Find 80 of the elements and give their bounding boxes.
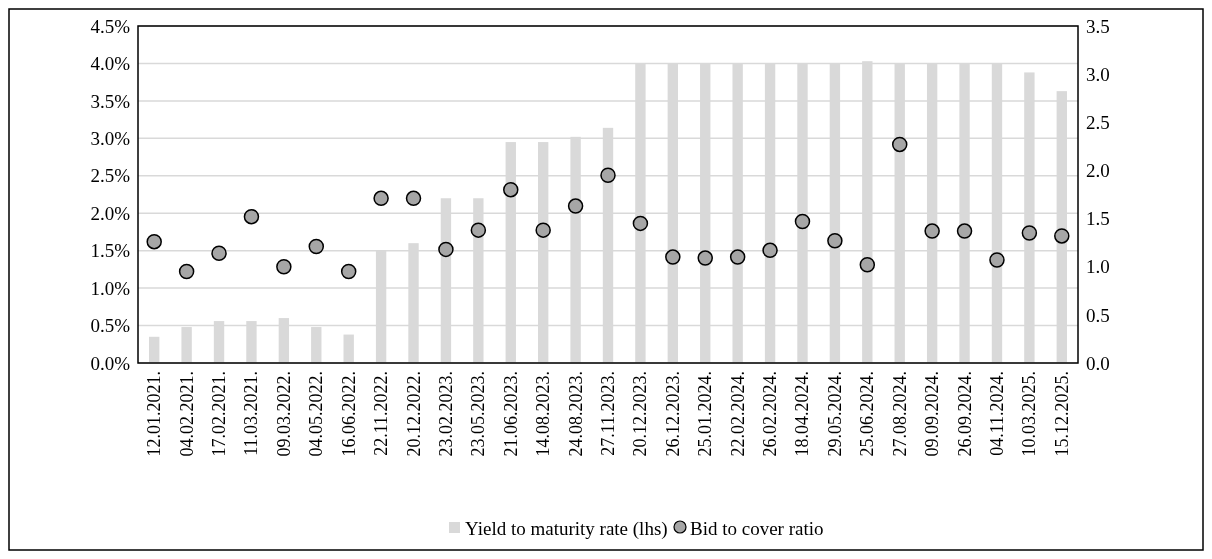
y2-tick-label: 3.5 bbox=[1086, 15, 1110, 37]
x-tick-label: 18.04.2024. bbox=[792, 371, 813, 457]
y-tick-label: 2.5% bbox=[90, 165, 131, 187]
x-tick-label: 20.12.2023. bbox=[630, 371, 651, 457]
point bbox=[1021, 225, 1038, 241]
point bbox=[729, 249, 746, 265]
point bbox=[697, 250, 713, 266]
x-tick-label: 26.02.2024. bbox=[760, 371, 781, 457]
point bbox=[600, 167, 616, 183]
point bbox=[243, 208, 260, 225]
point bbox=[470, 222, 487, 238]
point bbox=[211, 245, 227, 261]
point bbox=[665, 249, 681, 265]
x-tick-label: 26.12.2023. bbox=[662, 371, 683, 457]
point bbox=[146, 233, 162, 250]
y-tick-label: 4.5% bbox=[90, 15, 131, 37]
x-tick-label: 26.09.2024. bbox=[954, 371, 975, 457]
legend-label: Yield to maturity rate (lhs) bbox=[465, 517, 668, 540]
y2-tick-label: 0.0 bbox=[1086, 352, 1110, 374]
y2-tick-label: 0.5 bbox=[1086, 304, 1110, 326]
y2-tick-label: 2.5 bbox=[1086, 111, 1110, 133]
point bbox=[308, 238, 325, 255]
y2-tick-label: 1.5 bbox=[1086, 208, 1110, 230]
x-tick-label: 11.03.2021. bbox=[241, 371, 262, 456]
point bbox=[178, 263, 195, 280]
point bbox=[567, 198, 584, 214]
point bbox=[438, 241, 454, 258]
point bbox=[827, 232, 843, 249]
point bbox=[762, 242, 778, 259]
x-tick-label: 09.09.2024. bbox=[922, 371, 943, 457]
y-tick-label: 1.5% bbox=[90, 240, 131, 262]
bar bbox=[343, 334, 354, 363]
point bbox=[340, 263, 357, 280]
point bbox=[503, 181, 519, 198]
point bbox=[405, 190, 422, 207]
point bbox=[859, 257, 876, 273]
x-tick-label: 09.03.2022. bbox=[273, 371, 294, 457]
x-tick-label: 25.06.2024. bbox=[857, 371, 878, 457]
x-tick-label: 16.06.2022. bbox=[338, 371, 359, 457]
y-tick-label: 0.5% bbox=[90, 315, 131, 337]
point bbox=[956, 223, 973, 239]
y-tick-label: 1.0% bbox=[90, 277, 131, 299]
x-tick-label: 14.08.2023. bbox=[533, 371, 554, 457]
y-tick-label: 4.0% bbox=[90, 53, 131, 75]
x-tick-label: 27.08.2024. bbox=[889, 371, 910, 457]
x-tick-label: 04.05.2022. bbox=[306, 371, 327, 457]
bar bbox=[149, 336, 160, 363]
x-tick-label: 15.12.2025. bbox=[1051, 371, 1072, 457]
y2-tick-label: 2.0 bbox=[1086, 160, 1110, 182]
point bbox=[632, 215, 649, 232]
x-tick-label: 29.05.2024. bbox=[824, 371, 845, 457]
point bbox=[535, 222, 551, 238]
legend-label: Bid to cover ratio bbox=[690, 517, 824, 539]
x-tick-label: 10.03.2025. bbox=[1019, 371, 1040, 457]
point bbox=[924, 223, 940, 239]
point bbox=[1054, 228, 1070, 244]
x-tick-label: 24.08.2023. bbox=[565, 371, 586, 457]
y2-tick-label: 3.0 bbox=[1086, 63, 1110, 85]
y-tick-label: 3.0% bbox=[90, 127, 131, 149]
point bbox=[794, 213, 811, 230]
y-tick-label: 2.0% bbox=[90, 202, 131, 224]
x-tick-label: 22.11.2022. bbox=[371, 371, 392, 456]
x-tick-label: 21.06.2023. bbox=[500, 371, 521, 457]
x-tick-label: 20.12.2022. bbox=[403, 371, 424, 457]
y-tick-label: 3.5% bbox=[90, 90, 131, 112]
y2-tick-label: 1.0 bbox=[1086, 256, 1110, 278]
x-tick-label: 27.11.2023. bbox=[598, 371, 618, 456]
x-tick-label: 04.11.2024. bbox=[986, 371, 1007, 456]
x-tick-label: 22.02.2024. bbox=[727, 371, 748, 457]
x-tick-label: 23.05.2023. bbox=[468, 371, 489, 457]
x-tick-label: 12.01.2021. bbox=[144, 371, 165, 457]
point bbox=[989, 252, 1005, 268]
x-tick-label: 23.02.2023. bbox=[435, 371, 456, 457]
x-tick-label: 25.01.2024. bbox=[695, 371, 716, 457]
x-tick-label: 17.02.2021. bbox=[209, 371, 230, 457]
point bbox=[373, 190, 389, 207]
y-tick-label: 0.0% bbox=[90, 352, 131, 374]
point bbox=[276, 258, 292, 275]
x-tick-label: 04.02.2021. bbox=[176, 371, 197, 457]
point bbox=[891, 136, 908, 153]
